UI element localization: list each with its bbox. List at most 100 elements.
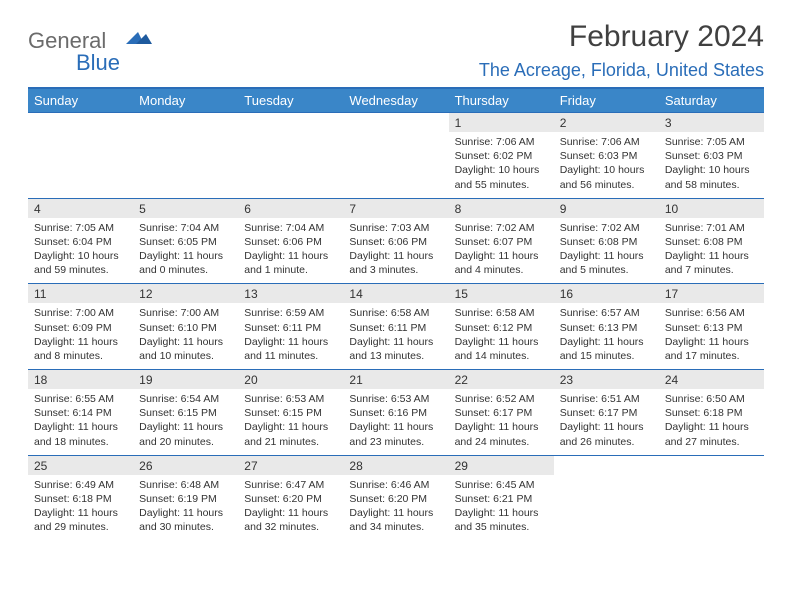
day-detail-cell: Sunrise: 6:52 AMSunset: 6:17 PMDaylight:… — [449, 389, 554, 455]
daylight-text: Daylight: 11 hours and 0 minutes. — [139, 249, 232, 277]
day-number-cell: 10 — [659, 198, 764, 218]
daylight-text: Daylight: 11 hours and 15 minutes. — [560, 335, 653, 363]
sunrise-text: Sunrise: 6:55 AM — [34, 392, 127, 406]
day-detail-cell: Sunrise: 6:57 AMSunset: 6:13 PMDaylight:… — [554, 303, 659, 369]
day-number-cell: 29 — [449, 455, 554, 475]
daylight-text: Daylight: 10 hours and 56 minutes. — [560, 163, 653, 191]
daylight-text: Daylight: 11 hours and 3 minutes. — [349, 249, 442, 277]
day-detail-row: Sunrise: 7:06 AMSunset: 6:02 PMDaylight:… — [28, 132, 764, 198]
day-number-cell: 26 — [133, 455, 238, 475]
day-detail-cell: Sunrise: 6:45 AMSunset: 6:21 PMDaylight:… — [449, 475, 554, 541]
sunset-text: Sunset: 6:13 PM — [665, 321, 758, 335]
day-header-row: Sunday Monday Tuesday Wednesday Thursday… — [28, 88, 764, 113]
sunset-text: Sunset: 6:03 PM — [665, 149, 758, 163]
day-detail-cell: Sunrise: 7:04 AMSunset: 6:05 PMDaylight:… — [133, 218, 238, 284]
daylight-text: Daylight: 11 hours and 10 minutes. — [139, 335, 232, 363]
sunset-text: Sunset: 6:05 PM — [139, 235, 232, 249]
sunrise-text: Sunrise: 6:47 AM — [244, 478, 337, 492]
daylight-text: Daylight: 11 hours and 11 minutes. — [244, 335, 337, 363]
daylight-text: Daylight: 10 hours and 58 minutes. — [665, 163, 758, 191]
day-number-cell: 24 — [659, 370, 764, 390]
title-block: February 2024 The Acreage, Florida, Unit… — [479, 20, 764, 81]
daylight-text: Daylight: 11 hours and 20 minutes. — [139, 420, 232, 448]
day-number-cell: 2 — [554, 113, 659, 133]
sunset-text: Sunset: 6:13 PM — [560, 321, 653, 335]
day-detail-cell: Sunrise: 6:51 AMSunset: 6:17 PMDaylight:… — [554, 389, 659, 455]
sunrise-text: Sunrise: 6:49 AM — [34, 478, 127, 492]
calendar-table: Sunday Monday Tuesday Wednesday Thursday… — [28, 87, 764, 540]
sunset-text: Sunset: 6:08 PM — [665, 235, 758, 249]
sunset-text: Sunset: 6:04 PM — [34, 235, 127, 249]
day-header: Saturday — [659, 88, 764, 113]
logo-text-group: General Blue — [28, 28, 120, 76]
sunset-text: Sunset: 6:08 PM — [560, 235, 653, 249]
day-number-cell: 5 — [133, 198, 238, 218]
day-detail-cell — [28, 132, 133, 198]
day-header: Thursday — [449, 88, 554, 113]
daylight-text: Daylight: 11 hours and 27 minutes. — [665, 420, 758, 448]
sunrise-text: Sunrise: 6:57 AM — [560, 306, 653, 320]
day-detail-cell: Sunrise: 7:03 AMSunset: 6:06 PMDaylight:… — [343, 218, 448, 284]
day-detail-cell: Sunrise: 7:01 AMSunset: 6:08 PMDaylight:… — [659, 218, 764, 284]
sunrise-text: Sunrise: 6:53 AM — [244, 392, 337, 406]
day-detail-cell: Sunrise: 6:55 AMSunset: 6:14 PMDaylight:… — [28, 389, 133, 455]
sunset-text: Sunset: 6:07 PM — [455, 235, 548, 249]
day-number-row: 45678910 — [28, 198, 764, 218]
sunrise-text: Sunrise: 7:05 AM — [34, 221, 127, 235]
sunset-text: Sunset: 6:12 PM — [455, 321, 548, 335]
sunrise-text: Sunrise: 6:46 AM — [349, 478, 442, 492]
day-number-cell: 14 — [343, 284, 448, 304]
day-detail-cell — [554, 475, 659, 541]
sunrise-text: Sunrise: 6:52 AM — [455, 392, 548, 406]
day-number-cell: 12 — [133, 284, 238, 304]
day-detail-cell: Sunrise: 7:04 AMSunset: 6:06 PMDaylight:… — [238, 218, 343, 284]
daylight-text: Daylight: 11 hours and 32 minutes. — [244, 506, 337, 534]
sunset-text: Sunset: 6:03 PM — [560, 149, 653, 163]
calendar-body: 123Sunrise: 7:06 AMSunset: 6:02 PMDaylig… — [28, 113, 764, 541]
day-number-cell: 17 — [659, 284, 764, 304]
day-detail-cell: Sunrise: 6:46 AMSunset: 6:20 PMDaylight:… — [343, 475, 448, 541]
sunrise-text: Sunrise: 7:01 AM — [665, 221, 758, 235]
day-number-cell: 22 — [449, 370, 554, 390]
sunrise-text: Sunrise: 7:04 AM — [244, 221, 337, 235]
sunrise-text: Sunrise: 7:00 AM — [34, 306, 127, 320]
sunset-text: Sunset: 6:17 PM — [455, 406, 548, 420]
daylight-text: Daylight: 11 hours and 13 minutes. — [349, 335, 442, 363]
day-number-cell: 15 — [449, 284, 554, 304]
daylight-text: Daylight: 11 hours and 5 minutes. — [560, 249, 653, 277]
day-number-cell: 13 — [238, 284, 343, 304]
daylight-text: Daylight: 11 hours and 30 minutes. — [139, 506, 232, 534]
day-detail-cell: Sunrise: 6:50 AMSunset: 6:18 PMDaylight:… — [659, 389, 764, 455]
day-detail-cell — [343, 132, 448, 198]
day-number-cell: 7 — [343, 198, 448, 218]
sunset-text: Sunset: 6:21 PM — [455, 492, 548, 506]
day-detail-row: Sunrise: 6:49 AMSunset: 6:18 PMDaylight:… — [28, 475, 764, 541]
day-number-cell — [28, 113, 133, 133]
day-detail-cell — [133, 132, 238, 198]
sunrise-text: Sunrise: 7:02 AM — [455, 221, 548, 235]
day-number-cell: 21 — [343, 370, 448, 390]
sunset-text: Sunset: 6:20 PM — [244, 492, 337, 506]
sunset-text: Sunset: 6:14 PM — [34, 406, 127, 420]
day-detail-cell: Sunrise: 7:00 AMSunset: 6:10 PMDaylight:… — [133, 303, 238, 369]
day-detail-cell: Sunrise: 6:53 AMSunset: 6:15 PMDaylight:… — [238, 389, 343, 455]
daylight-text: Daylight: 11 hours and 4 minutes. — [455, 249, 548, 277]
daylight-text: Daylight: 11 hours and 18 minutes. — [34, 420, 127, 448]
day-number-cell — [133, 113, 238, 133]
daylight-text: Daylight: 11 hours and 17 minutes. — [665, 335, 758, 363]
day-detail-cell: Sunrise: 6:59 AMSunset: 6:11 PMDaylight:… — [238, 303, 343, 369]
day-number-row: 123 — [28, 113, 764, 133]
sunrise-text: Sunrise: 6:48 AM — [139, 478, 232, 492]
day-number-cell: 25 — [28, 455, 133, 475]
sunrise-text: Sunrise: 7:06 AM — [560, 135, 653, 149]
day-detail-cell: Sunrise: 6:58 AMSunset: 6:12 PMDaylight:… — [449, 303, 554, 369]
day-detail-cell: Sunrise: 7:02 AMSunset: 6:08 PMDaylight:… — [554, 218, 659, 284]
day-detail-cell: Sunrise: 7:00 AMSunset: 6:09 PMDaylight:… — [28, 303, 133, 369]
sunset-text: Sunset: 6:20 PM — [349, 492, 442, 506]
day-detail-row: Sunrise: 6:55 AMSunset: 6:14 PMDaylight:… — [28, 389, 764, 455]
sunrise-text: Sunrise: 6:50 AM — [665, 392, 758, 406]
daylight-text: Daylight: 10 hours and 55 minutes. — [455, 163, 548, 191]
day-number-cell: 4 — [28, 198, 133, 218]
sunset-text: Sunset: 6:11 PM — [349, 321, 442, 335]
day-number-cell: 11 — [28, 284, 133, 304]
